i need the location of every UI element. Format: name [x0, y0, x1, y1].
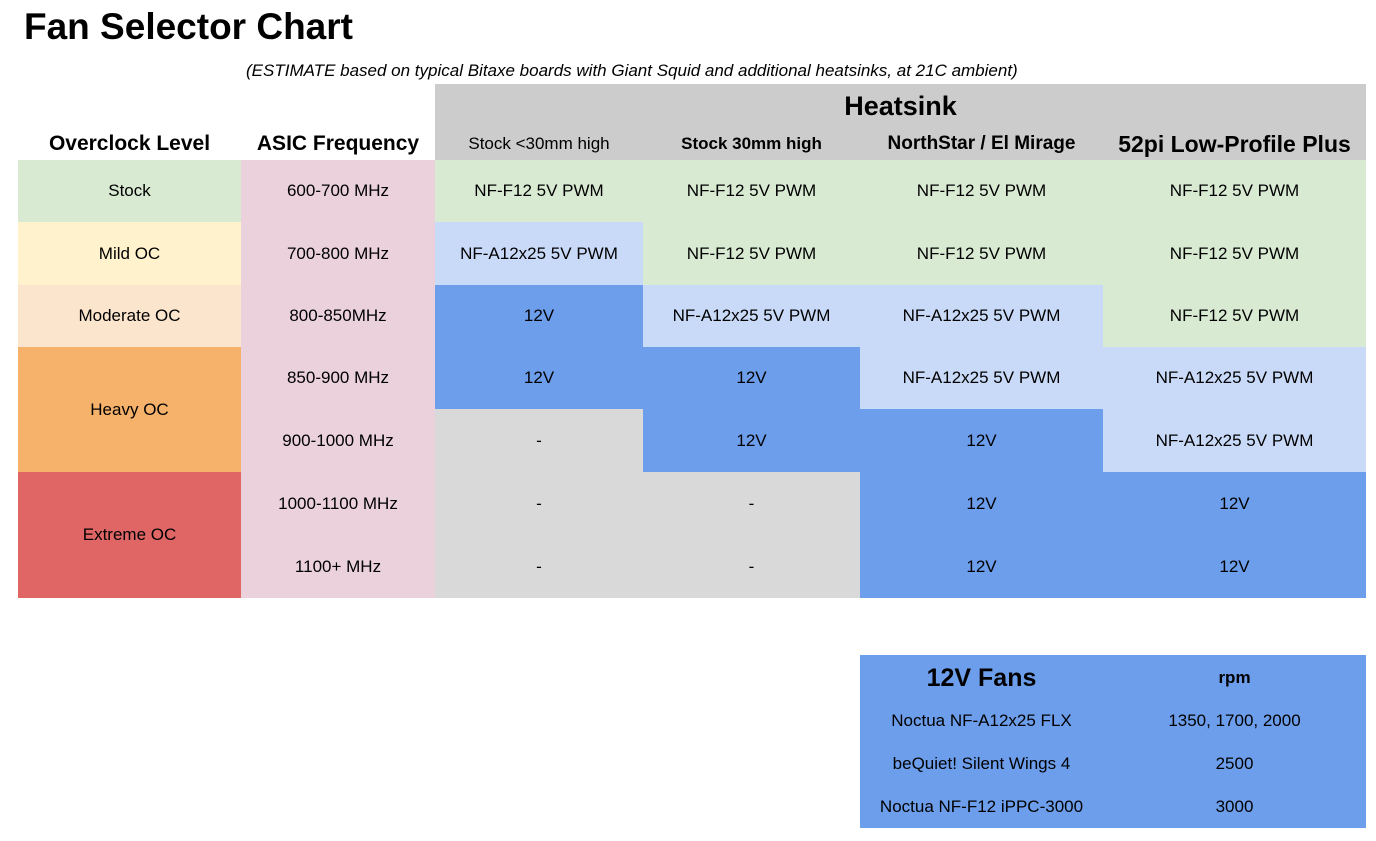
fan-cell: 12V [1103, 535, 1366, 598]
level-moderate-oc: Moderate OC [18, 285, 241, 347]
fan-cell: - [435, 535, 643, 598]
fan-cell: NF-A12x25 5V PWM [1103, 409, 1366, 472]
fan-cell: - [643, 535, 860, 598]
fans-table-rpm-header: rpm [1218, 668, 1251, 687]
twelve-volt-fans-table [860, 655, 1366, 828]
header-asic-frequency: ASIC Frequency [256, 132, 420, 155]
fan-name: beQuiet! Silent Wings 4 [892, 754, 1071, 773]
fan-cell: NF-F12 5V PWM [643, 222, 860, 285]
fan-cell: NF-F12 5V PWM [435, 160, 643, 222]
fan-cell: 12V [435, 285, 643, 347]
frequency-cell: 1000-1100 MHz [241, 472, 435, 535]
fan-cell: NF-F12 5V PWM [1103, 160, 1366, 222]
header-overclock-level: Overclock Level [48, 132, 211, 155]
fan-cell: - [435, 472, 643, 535]
fan-rpm: 2500 [1215, 754, 1254, 773]
fan-rpm: 3000 [1215, 797, 1254, 816]
header-heatsink-stock-30mm: Stock 30mm high [681, 134, 822, 153]
fan-name: Noctua NF-A12x25 FLX [891, 711, 1072, 730]
header-heatsink-stock-under-30mm: Stock <30mm high [468, 134, 610, 153]
frequency-cell: 600-700 MHz [241, 160, 435, 222]
fan-cell: NF-A12x25 5V PWM [860, 347, 1103, 409]
header-heatsink-northstar: NorthStar / El Mirage [887, 133, 1076, 154]
page-title: Fan Selector Chart [24, 6, 353, 47]
fan-cell: NF-A12x25 5V PWM [860, 285, 1103, 347]
frequency-cell: 700-800 MHz [241, 222, 435, 285]
frequency-cell: 900-1000 MHz [241, 409, 435, 472]
fan-cell: 12V [643, 409, 860, 472]
header-heatsink-52pi: 52pi Low-Profile Plus [1118, 130, 1351, 157]
fan-cell: - [643, 472, 860, 535]
fan-cell: 12V [643, 347, 860, 409]
fans-table-title: 12V Fans [926, 663, 1037, 692]
level-stock: Stock [18, 160, 241, 222]
fan-cell: NF-A12x25 5V PWM [643, 285, 860, 347]
fan-cell: NF-A12x25 5V PWM [435, 222, 643, 285]
fan-cell: 12V [860, 535, 1103, 598]
level-mild-oc: Mild OC [18, 222, 241, 285]
level-heavy-oc: Heavy OC [18, 347, 241, 472]
fan-cell: 12V [860, 472, 1103, 535]
fan-rpm: 1350, 1700, 2000 [1168, 711, 1301, 730]
fan-cell: NF-F12 5V PWM [1103, 222, 1366, 285]
frequency-cell: 850-900 MHz [241, 347, 435, 409]
fan-cell: 12V [1103, 472, 1366, 535]
page-subtitle: (ESTIMATE based on typical Bitaxe boards… [246, 61, 1018, 80]
fan-cell: 12V [860, 409, 1103, 472]
heatsink-header-band [435, 84, 1366, 160]
fan-cell: - [435, 409, 643, 472]
fan-name: Noctua NF-F12 iPPC-3000 [879, 797, 1084, 816]
heatsink-title: Heatsink [844, 90, 957, 121]
fan-cell: NF-A12x25 5V PWM [1103, 347, 1366, 409]
fan-cell: NF-F12 5V PWM [1103, 285, 1366, 347]
fan-cell: NF-F12 5V PWM [643, 160, 860, 222]
fan-cell: 12V [435, 347, 643, 409]
level-extreme-oc: Extreme OC [18, 472, 241, 598]
frequency-cell: 800-850MHz [241, 285, 435, 347]
frequency-cell: 1100+ MHz [241, 535, 435, 598]
fan-cell: NF-F12 5V PWM [860, 160, 1103, 222]
fan-cell: NF-F12 5V PWM [860, 222, 1103, 285]
